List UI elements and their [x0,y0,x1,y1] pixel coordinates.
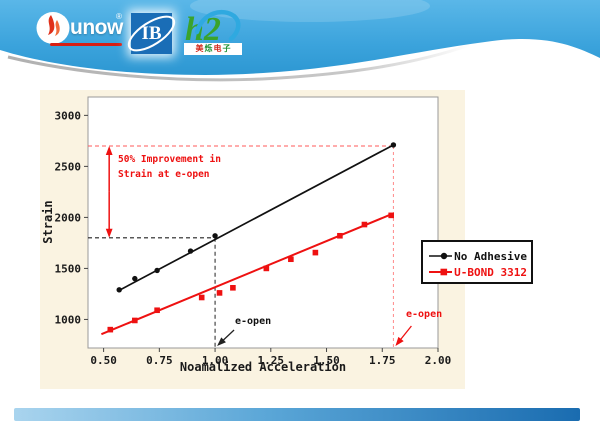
svg-text:1500: 1500 [55,262,82,275]
svg-text:2500: 2500 [55,160,82,173]
h2-logo-subtext: 美 烁 电 子 [184,43,242,55]
h2-mark-icon: h2 [185,10,241,48]
sunow-logo: unow ® [36,10,128,50]
sunow-logo-text: unow [70,16,123,39]
legend-item-no-adhesive: No Adhesive [429,248,527,264]
svg-text:2000: 2000 [55,211,82,224]
svg-text:2.00: 2.00 [425,354,452,367]
h2-logo: h2 美 烁 电 子 [181,6,245,56]
chart-panel: 0.50 0.75 1.00 1.25 1.50 1.75 2.00 1000 1500 2000… [40,90,465,389]
chart-legend: No Adhesive U-BOND 3312 [421,240,533,284]
registered-mark-icon: ® [116,12,122,21]
eopen-label-ubond: e-open [406,309,443,320]
legend-item-ubond: U-BOND 3312 [429,264,527,280]
svg-text:1.50: 1.50 [313,354,340,367]
svg-text:h2: h2 [185,11,221,48]
svg-text:0.50: 0.50 [90,354,117,367]
sunow-underline [50,43,122,46]
sunow-flame-icon [36,12,70,44]
svg-text:1.25: 1.25 [258,354,285,367]
svg-text:1.75: 1.75 [369,354,396,367]
footer-accent-bar [14,408,580,421]
x-axis-label: Noamalized Acceleration [179,360,347,374]
strain-chart: 0.50 0.75 1.00 1.25 1.50 1.75 2.00 1000 1500 2000… [55,96,452,367]
y-axis-label: Strain [41,200,55,244]
ib-logo-text: IB [141,22,162,44]
legend-swatch-line-square-icon [429,268,453,276]
svg-text:3000: 3000 [55,109,82,122]
svg-text:1.00: 1.00 [202,354,229,367]
svg-text:1000: 1000 [55,313,82,326]
svg-text:0.75: 0.75 [146,354,173,367]
improvement-annotation: 50% Improvement in Strain at e-open [118,154,221,180]
legend-swatch-line-dot-icon [429,252,453,260]
ib-ellipse-icon [127,15,176,52]
eopen-label-no-adhesive: e-open [235,316,272,327]
ib-logo: IB [127,13,176,54]
